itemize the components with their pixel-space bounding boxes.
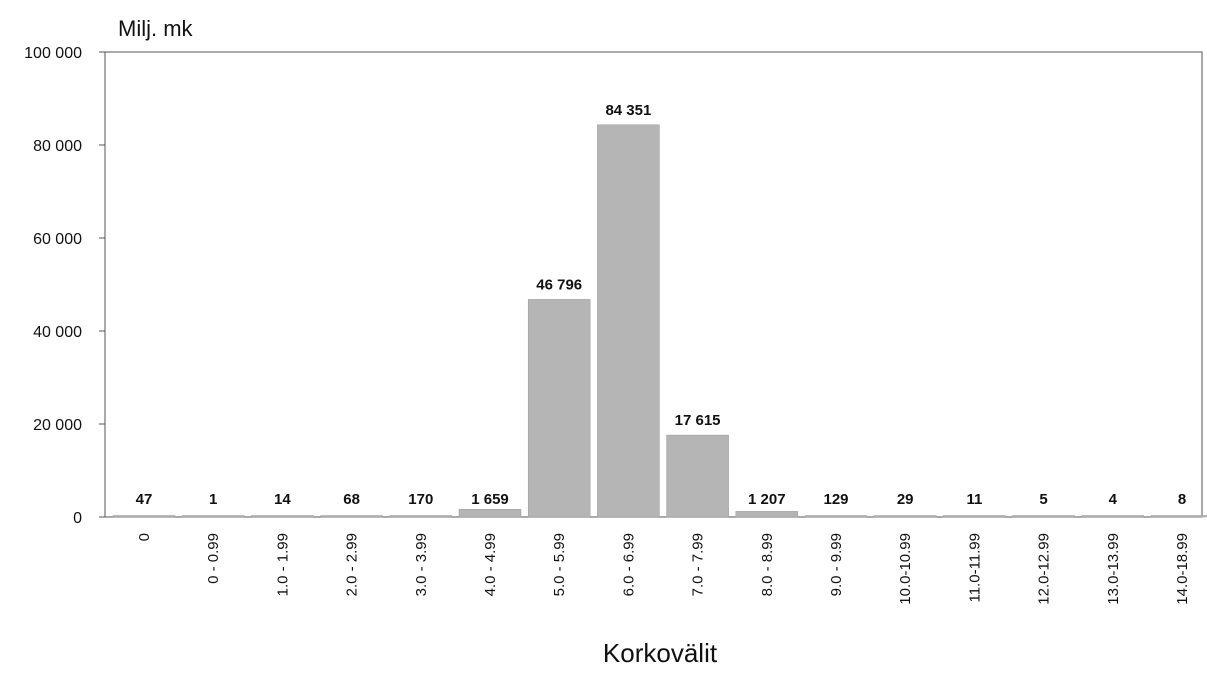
bar	[181, 515, 245, 518]
x-axis-ticks: 0 0 - 0.99 1.0 - 1.99 2.0 - 2.99 3.0 - 3.99 4…	[136, 533, 1191, 605]
x-axis-label: Korkovälit	[603, 638, 718, 668]
y-tick-label: 20 000	[33, 417, 82, 434]
x-tick-label: 3.0 - 3.99	[413, 533, 430, 596]
x-tick-label: 12.0-12.99	[1036, 533, 1053, 605]
y-tick-label: 40 000	[33, 324, 82, 341]
bar	[804, 515, 868, 518]
x-tick-label: 1.0 - 1.99	[274, 533, 291, 596]
data-label: 1 659	[471, 491, 509, 508]
x-tick-label: 10.0-10.99	[897, 533, 914, 605]
x-tick-label: 5.0 - 5.99	[551, 533, 568, 596]
data-label: 4	[1109, 491, 1118, 508]
y-tick-label: 100 000	[24, 45, 82, 62]
x-tick-label: 2.0 - 2.99	[344, 533, 361, 596]
x-tick-label: 0 - 0.99	[205, 533, 222, 584]
x-tick-label: 8.0 - 8.99	[759, 533, 776, 596]
x-tick-label: 4.0 - 4.99	[482, 533, 499, 596]
y-axis-ticks: 0 20 000 40 000 60 000 80 000 100 000	[24, 45, 105, 527]
bar	[320, 515, 383, 518]
bar	[458, 509, 522, 518]
data-label: 29	[897, 491, 914, 508]
bar	[1081, 515, 1145, 518]
x-tick-label: 9.0 - 9.99	[828, 533, 845, 596]
y-tick-label: 60 000	[33, 231, 82, 248]
x-tick-label: 13.0-13.99	[1105, 533, 1122, 605]
data-label: 129	[823, 491, 848, 508]
bar	[666, 434, 729, 518]
data-label: 17 615	[675, 412, 721, 429]
bar	[943, 515, 1006, 518]
x-tick-label: 11.0-11.99	[966, 533, 983, 603]
data-label: 5	[1039, 491, 1047, 508]
bar	[735, 511, 799, 518]
bar	[527, 299, 591, 518]
bar	[112, 515, 176, 518]
bar	[1150, 515, 1207, 518]
y-tick-label: 0	[73, 510, 82, 527]
y-axis-label: Milj. mk	[118, 16, 194, 41]
bar	[389, 515, 453, 518]
y-tick-label: 80 000	[33, 138, 82, 155]
bar	[251, 515, 314, 518]
x-tick-label: 6.0 - 6.99	[620, 533, 637, 596]
data-label: 47	[136, 491, 153, 508]
x-tick-label: 7.0 - 7.99	[690, 533, 707, 596]
data-label: 8	[1178, 491, 1186, 508]
bar	[1012, 515, 1075, 518]
data-label: 11	[966, 491, 982, 508]
data-label: 68	[343, 491, 360, 508]
bar	[873, 515, 937, 518]
data-label: 1	[209, 491, 217, 508]
data-label: 170	[408, 491, 433, 508]
data-label: 84 351	[605, 102, 651, 119]
bar	[597, 124, 660, 518]
x-tick-label: 14.0-18.99	[1174, 533, 1191, 605]
data-label: 46 796	[536, 276, 582, 293]
x-tick-label: 0	[136, 533, 153, 541]
bars-group	[112, 124, 1207, 518]
data-label: 1 207	[748, 491, 786, 508]
data-label: 14	[274, 491, 291, 508]
